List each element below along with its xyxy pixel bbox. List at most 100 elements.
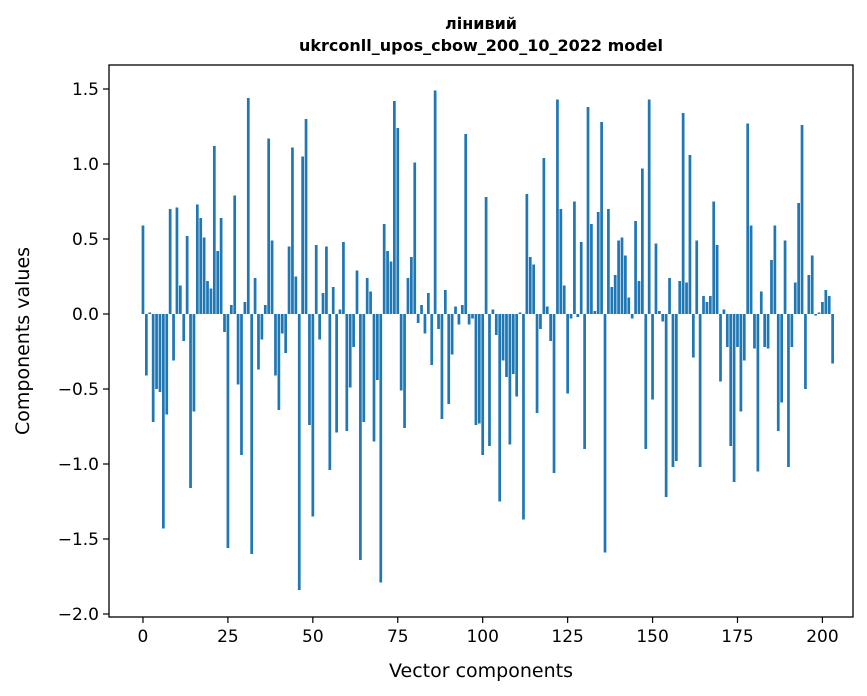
bar	[644, 314, 648, 449]
bar	[304, 119, 308, 314]
bar	[651, 314, 654, 400]
bar	[162, 314, 165, 529]
bar	[658, 311, 661, 314]
bar	[797, 203, 800, 314]
y-tick-label: −0.5	[58, 380, 99, 400]
bar	[189, 314, 192, 488]
bar	[664, 314, 668, 497]
bar	[685, 282, 688, 314]
bar	[776, 314, 780, 431]
bar	[562, 285, 566, 314]
bar	[793, 282, 797, 314]
bar	[763, 314, 767, 347]
bar	[294, 276, 298, 314]
bar	[620, 237, 624, 314]
bar	[790, 314, 794, 347]
bar	[569, 314, 573, 319]
bar	[477, 314, 481, 424]
bar	[393, 101, 396, 314]
x-tick-label: 100	[466, 627, 498, 647]
bar	[168, 209, 172, 314]
bar	[624, 255, 627, 314]
chart-title: лінивий	[445, 14, 517, 33]
bar	[321, 293, 325, 314]
bar	[328, 314, 332, 470]
bar	[508, 314, 512, 445]
x-tick-label: 25	[217, 627, 239, 647]
bar	[787, 314, 790, 467]
bar	[348, 314, 352, 388]
bar	[542, 158, 546, 314]
bar	[280, 314, 284, 334]
bar	[430, 314, 434, 365]
bar	[165, 314, 169, 415]
bar	[175, 207, 179, 314]
bar	[607, 209, 610, 314]
bar	[617, 240, 620, 314]
bar	[810, 255, 814, 314]
bar	[688, 155, 692, 314]
bar	[240, 314, 243, 455]
bar	[770, 260, 773, 314]
bar	[318, 314, 321, 340]
bar	[185, 236, 189, 314]
bar	[759, 291, 763, 314]
bar	[678, 281, 682, 314]
bar	[433, 90, 437, 314]
bar	[749, 225, 753, 314]
bar	[195, 204, 199, 314]
bar	[691, 314, 695, 358]
bar	[821, 302, 824, 314]
bar	[641, 168, 644, 314]
bar	[365, 278, 369, 314]
bar	[732, 314, 736, 482]
bar	[708, 296, 712, 314]
bar	[729, 314, 733, 446]
bar	[736, 314, 739, 347]
bar	[410, 257, 413, 314]
bar	[603, 314, 607, 553]
bar	[647, 99, 651, 314]
bar	[216, 251, 220, 314]
y-axis: 1.5 1.0 0.5 0.0 −0.5 −1.0 −1.5 −2.0	[58, 80, 109, 625]
bar	[376, 314, 379, 380]
bar	[549, 314, 552, 341]
bar	[145, 314, 148, 376]
x-tick-label: 150	[636, 627, 668, 647]
bar	[773, 225, 777, 314]
bar	[331, 287, 335, 314]
bars-group	[141, 90, 834, 590]
bar	[440, 314, 444, 419]
bar	[627, 297, 631, 314]
bar	[233, 195, 237, 314]
bar	[630, 314, 634, 319]
bar	[263, 305, 267, 314]
bar	[202, 237, 206, 314]
bar	[212, 146, 216, 314]
bar	[243, 302, 247, 314]
bar	[719, 314, 722, 382]
bar	[308, 314, 311, 425]
bar	[725, 314, 729, 347]
bar	[528, 257, 532, 314]
bar	[457, 314, 461, 325]
y-tick-label: 1.0	[72, 155, 99, 175]
y-tick-label: 0.0	[72, 305, 99, 325]
bar	[695, 240, 699, 314]
y-tick-label: 1.5	[72, 80, 99, 100]
bar	[209, 288, 213, 314]
bar	[267, 138, 271, 314]
bar	[481, 314, 485, 455]
bar	[807, 275, 811, 314]
bar	[661, 314, 665, 322]
bar	[338, 309, 342, 314]
x-tick-label: 200	[806, 627, 838, 647]
bar	[454, 306, 457, 314]
bar	[559, 209, 563, 314]
bar	[579, 242, 583, 314]
bar	[420, 305, 423, 314]
y-tick-label: −2.0	[58, 605, 99, 625]
bar	[250, 314, 254, 554]
chart-subtitle: ukrconll_upos_cbow_200_10_2022 model	[299, 36, 663, 55]
